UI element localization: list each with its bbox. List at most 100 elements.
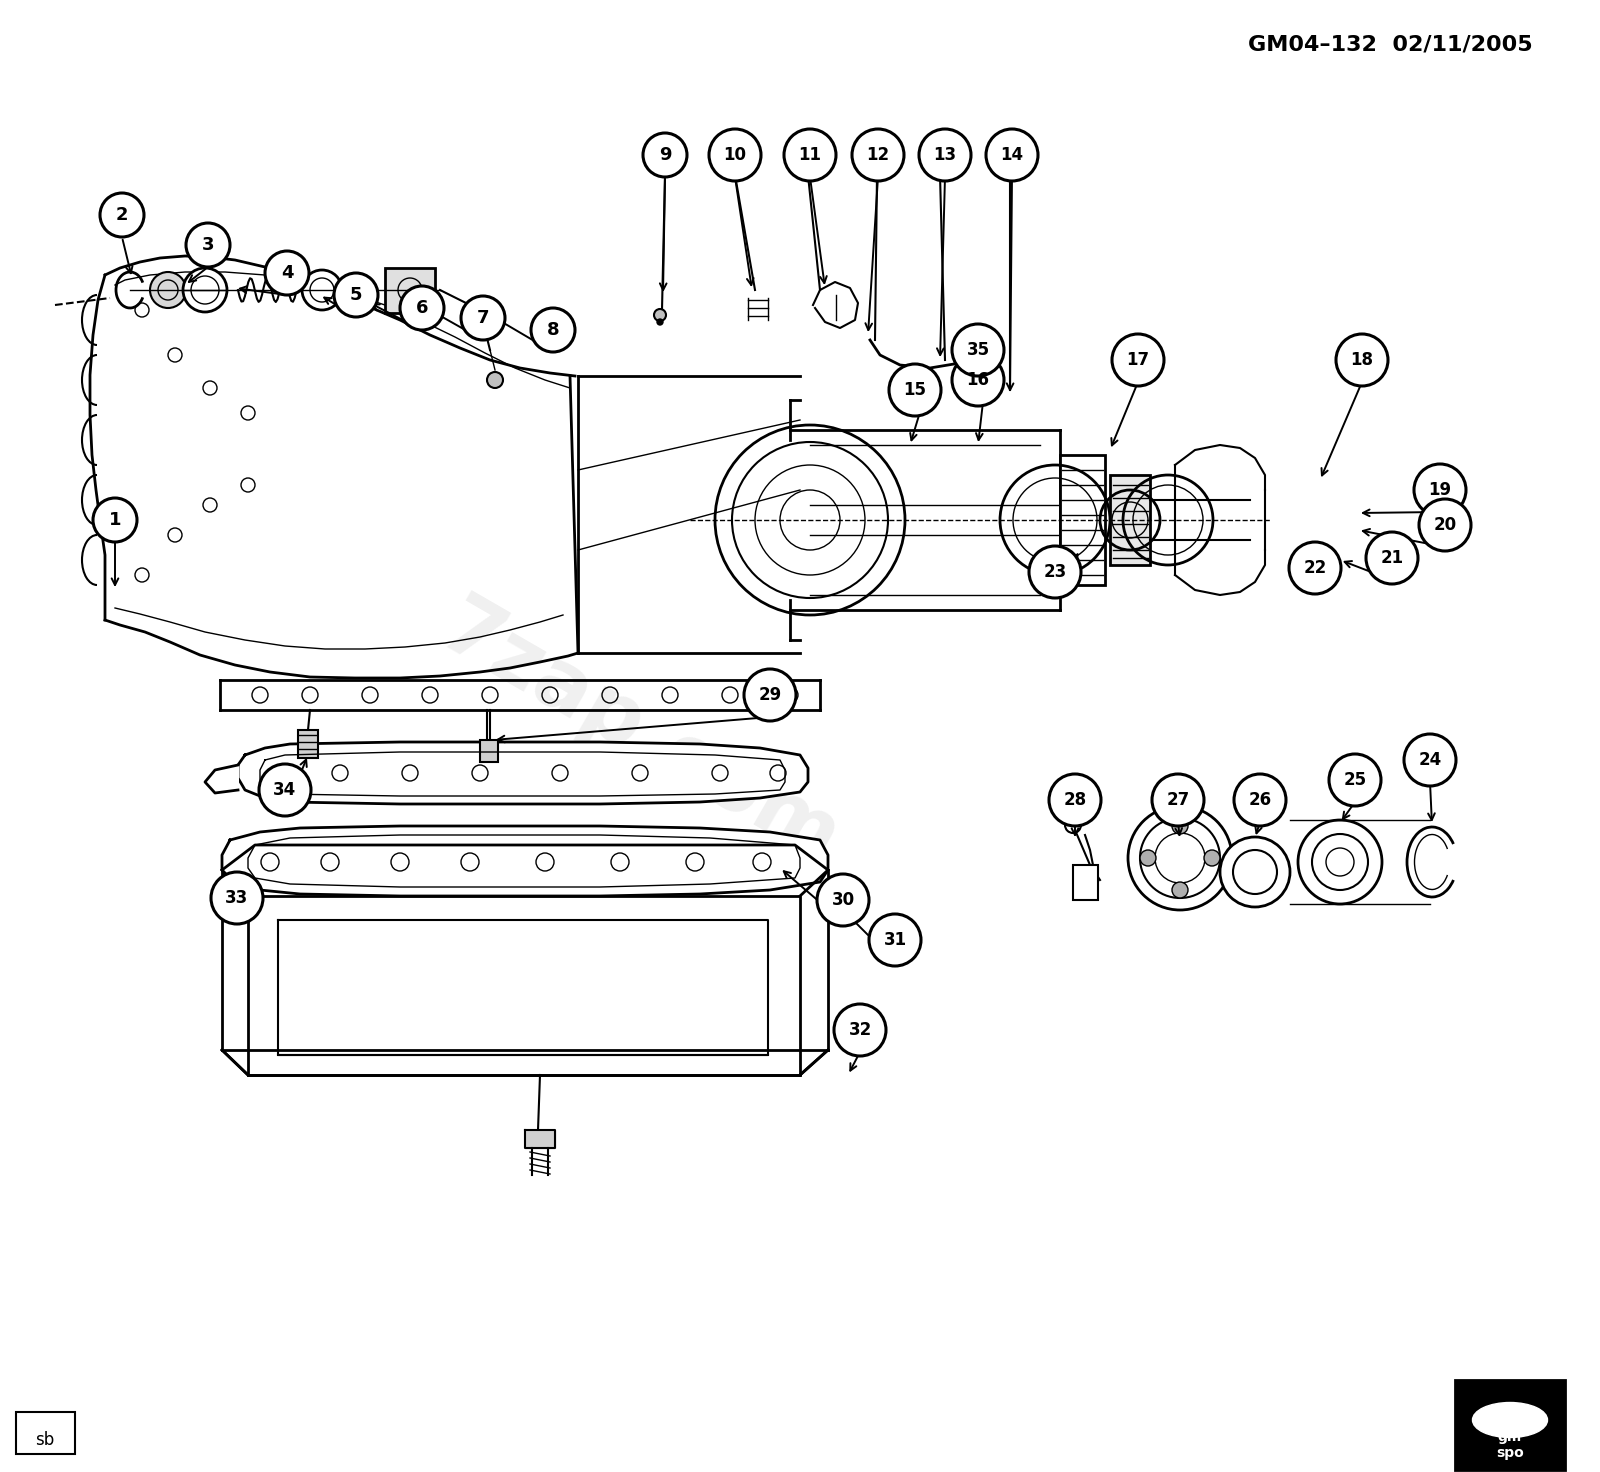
Polygon shape [248, 896, 800, 1075]
Text: 13: 13 [933, 146, 957, 163]
Circle shape [986, 130, 1038, 181]
Text: 22: 22 [1304, 559, 1326, 577]
Circle shape [1330, 754, 1381, 807]
Circle shape [1128, 807, 1232, 910]
Text: 12: 12 [867, 146, 890, 163]
Circle shape [818, 874, 869, 926]
Text: 6: 6 [416, 299, 429, 316]
Circle shape [709, 130, 762, 181]
Circle shape [1050, 774, 1101, 826]
Circle shape [1171, 882, 1187, 898]
Text: 8: 8 [547, 321, 560, 339]
Circle shape [259, 764, 310, 815]
Circle shape [1419, 499, 1470, 551]
Bar [480, 740, 498, 762]
Text: 19: 19 [1429, 481, 1451, 499]
Text: 9: 9 [659, 146, 672, 163]
Circle shape [1066, 817, 1082, 833]
Circle shape [531, 308, 574, 352]
Circle shape [266, 252, 309, 294]
Polygon shape [222, 826, 829, 896]
Polygon shape [238, 742, 808, 804]
Text: 11: 11 [798, 146, 821, 163]
Circle shape [1366, 531, 1418, 584]
Circle shape [658, 319, 662, 325]
Circle shape [1112, 334, 1165, 386]
Circle shape [302, 269, 342, 311]
Circle shape [654, 309, 666, 321]
Circle shape [334, 272, 378, 316]
Text: 17: 17 [1126, 350, 1149, 369]
Circle shape [486, 372, 502, 389]
Circle shape [99, 193, 144, 237]
Text: 14: 14 [1000, 146, 1024, 163]
Text: 7zap.com: 7zap.com [426, 587, 854, 882]
Text: 5: 5 [350, 286, 362, 305]
Circle shape [1405, 735, 1456, 786]
Circle shape [834, 1004, 886, 1055]
Circle shape [211, 871, 262, 924]
Text: GM04–132  02/11/2005: GM04–132 02/11/2005 [1248, 35, 1533, 54]
Text: 18: 18 [1350, 350, 1373, 369]
Circle shape [869, 914, 922, 966]
Circle shape [1298, 820, 1382, 904]
Circle shape [952, 353, 1005, 406]
Circle shape [1029, 546, 1082, 598]
Circle shape [890, 364, 941, 417]
Circle shape [1139, 849, 1155, 866]
Circle shape [93, 498, 138, 542]
Text: 33: 33 [226, 889, 248, 907]
Polygon shape [525, 1130, 555, 1148]
Circle shape [1171, 818, 1187, 835]
Circle shape [400, 286, 445, 330]
FancyBboxPatch shape [1454, 1381, 1565, 1471]
Circle shape [1290, 542, 1341, 595]
Circle shape [1234, 774, 1286, 826]
Text: 35: 35 [966, 342, 989, 359]
Circle shape [342, 274, 374, 306]
Text: 7: 7 [477, 309, 490, 327]
Polygon shape [205, 765, 238, 793]
Circle shape [952, 324, 1005, 375]
Circle shape [1205, 849, 1221, 866]
Text: 31: 31 [883, 930, 907, 949]
Text: 25: 25 [1344, 771, 1366, 789]
Circle shape [1414, 464, 1466, 517]
Bar [1110, 475, 1150, 565]
Bar [1074, 866, 1098, 899]
Text: 2: 2 [115, 206, 128, 224]
Circle shape [150, 272, 186, 308]
Bar [1059, 455, 1106, 584]
Circle shape [784, 130, 835, 181]
Text: 26: 26 [1248, 790, 1272, 810]
Text: 23: 23 [1043, 562, 1067, 581]
Text: 27: 27 [1166, 790, 1190, 810]
Circle shape [461, 296, 506, 340]
Circle shape [182, 268, 227, 312]
Circle shape [918, 130, 971, 181]
Ellipse shape [1472, 1403, 1547, 1438]
Circle shape [851, 130, 904, 181]
Text: 10: 10 [723, 146, 747, 163]
Text: 3: 3 [202, 236, 214, 255]
Text: 20: 20 [1434, 517, 1456, 534]
Text: 15: 15 [904, 381, 926, 399]
Text: 29: 29 [758, 686, 782, 704]
Bar [298, 730, 318, 758]
Text: 24: 24 [1418, 751, 1442, 768]
Bar [386, 268, 435, 314]
Text: 1: 1 [109, 511, 122, 528]
Circle shape [186, 222, 230, 266]
Circle shape [744, 668, 797, 721]
FancyBboxPatch shape [16, 1412, 75, 1454]
Text: 32: 32 [848, 1022, 872, 1039]
Text: 30: 30 [832, 891, 854, 910]
Text: gm
spo: gm spo [1496, 1429, 1523, 1460]
Circle shape [1152, 774, 1205, 826]
Circle shape [1221, 838, 1290, 907]
Text: 21: 21 [1381, 549, 1403, 567]
Text: 4: 4 [280, 263, 293, 283]
Text: 34: 34 [274, 782, 296, 799]
Circle shape [643, 132, 686, 177]
Text: sb: sb [35, 1431, 54, 1448]
